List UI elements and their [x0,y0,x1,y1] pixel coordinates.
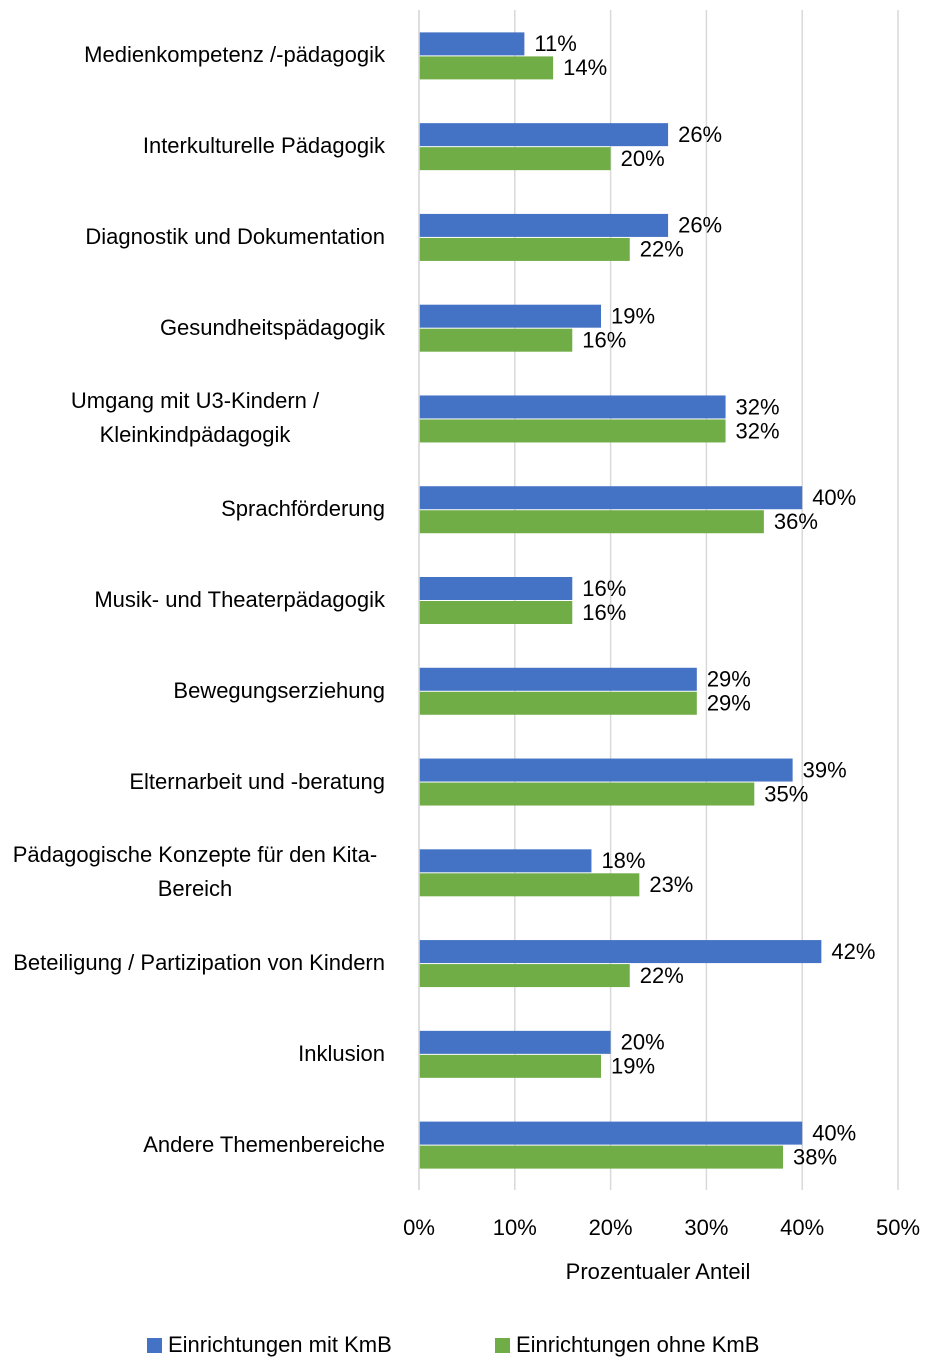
bar [419,849,592,873]
value-label: 26% [678,122,722,147]
bar [419,1121,803,1145]
y-tick-label: Interkulturelle Pädagogik [142,133,385,159]
bar [419,510,764,534]
category-label-box: Interkulturelle Pädagogik [0,101,385,191]
bar [419,304,602,328]
bar [419,237,630,261]
bar [419,395,726,419]
value-label: 32% [736,394,780,419]
bar [419,964,630,988]
bar [419,1054,602,1078]
bar [419,32,525,56]
y-tick-label: Elternarbeit und -beratung [129,768,385,794]
category-label-box: Gesundheitspädagogik [0,283,385,373]
x-tick-label: 30% [684,1215,728,1240]
bar [419,123,669,147]
value-label: 39% [803,757,847,782]
value-label: 16% [582,600,626,625]
bar [419,213,669,237]
value-label: 36% [774,509,818,534]
legend-swatch [147,1338,162,1353]
bar [419,667,697,691]
value-label: 40% [812,485,856,510]
bar [419,486,803,510]
y-tick-label: Diagnostik und Dokumentation [85,223,385,249]
category-label-box: Andere Themenbereiche [0,1100,385,1190]
y-tick-label: Beteiligung / Partizipation von Kindern [13,950,385,976]
x-tick-label: 50% [876,1215,920,1240]
value-label: 14% [563,55,607,80]
bar [419,782,755,806]
value-label: 19% [611,1054,655,1079]
category-label-box: Inklusion [0,1009,385,1099]
bar [419,328,573,352]
value-label: 16% [582,328,626,353]
bar [419,758,793,782]
x-tick-label: 20% [589,1215,633,1240]
bar [419,56,554,80]
y-tick-label: Umgang mit U3-Kindern / Kleinkindpädagog… [70,388,320,448]
legend-swatch [495,1338,510,1353]
value-label: 22% [640,963,684,988]
y-tick-label: Musik- und Theaterpädagogik [94,587,385,612]
bar [419,147,611,171]
x-tick-label: 0% [403,1215,435,1240]
value-label: 32% [736,418,780,443]
value-label: 29% [707,667,751,692]
y-tick-label: Sprachförderung [221,496,385,522]
category-label-box: Beteiligung / Partizipation von Kindern [0,918,385,1008]
bar [419,691,697,715]
category-label-box: Musik- und Theaterpädagogik [0,555,385,645]
category-label-box: Bewegungserziehung [0,646,385,736]
category-label-box: Umgang mit U3-Kindern / Kleinkindpädagog… [0,373,385,463]
bar [419,940,822,964]
legend-label: Einrichtungen mit KmB [168,1332,392,1357]
category-label-box: Pädagogische Konzepte für den Kita-Berei… [0,827,385,917]
value-label: 22% [640,237,684,262]
category-label-box: Elternarbeit und -beratung [0,737,385,827]
value-label: 23% [649,872,693,897]
value-label: 11% [534,31,576,56]
legend-label: Einrichtungen ohne KmB [516,1332,759,1357]
value-label: 18% [601,848,645,873]
bar [419,1145,784,1169]
bar [419,1030,611,1054]
value-label: 19% [611,304,655,329]
value-label: 26% [678,213,722,238]
value-label: 35% [764,781,808,806]
y-tick-label: Andere Themenbereiche [143,1131,385,1157]
value-label: 38% [793,1144,837,1169]
x-tick-label: 40% [780,1215,824,1240]
y-tick-label: Inklusion [298,1040,385,1066]
value-label: 40% [812,1120,856,1145]
x-tick-label: 10% [493,1215,537,1240]
category-label-box: Diagnostik und Dokumentation [0,192,385,282]
bar [419,601,573,624]
category-label-box: Sprachförderung [0,464,385,554]
category-label-box: Medienkompetenz /-pädagogik [0,10,385,100]
x-axis-title: Prozentualer Anteil [566,1259,751,1284]
bar [419,419,726,443]
bar [419,873,640,897]
value-label: 29% [707,691,751,716]
value-label: 42% [831,939,875,964]
y-tick-label: Pädagogische Konzepte für den Kita-Berei… [12,842,378,902]
value-label: 16% [582,576,626,601]
y-tick-label: Gesundheitspädagogik [159,314,385,340]
value-label: 20% [621,1030,665,1055]
y-tick-label: Medienkompetenz /-pädagogik [84,42,385,68]
bar [419,577,573,600]
value-label: 20% [621,146,665,171]
y-tick-label: Bewegungserziehung [173,677,385,703]
